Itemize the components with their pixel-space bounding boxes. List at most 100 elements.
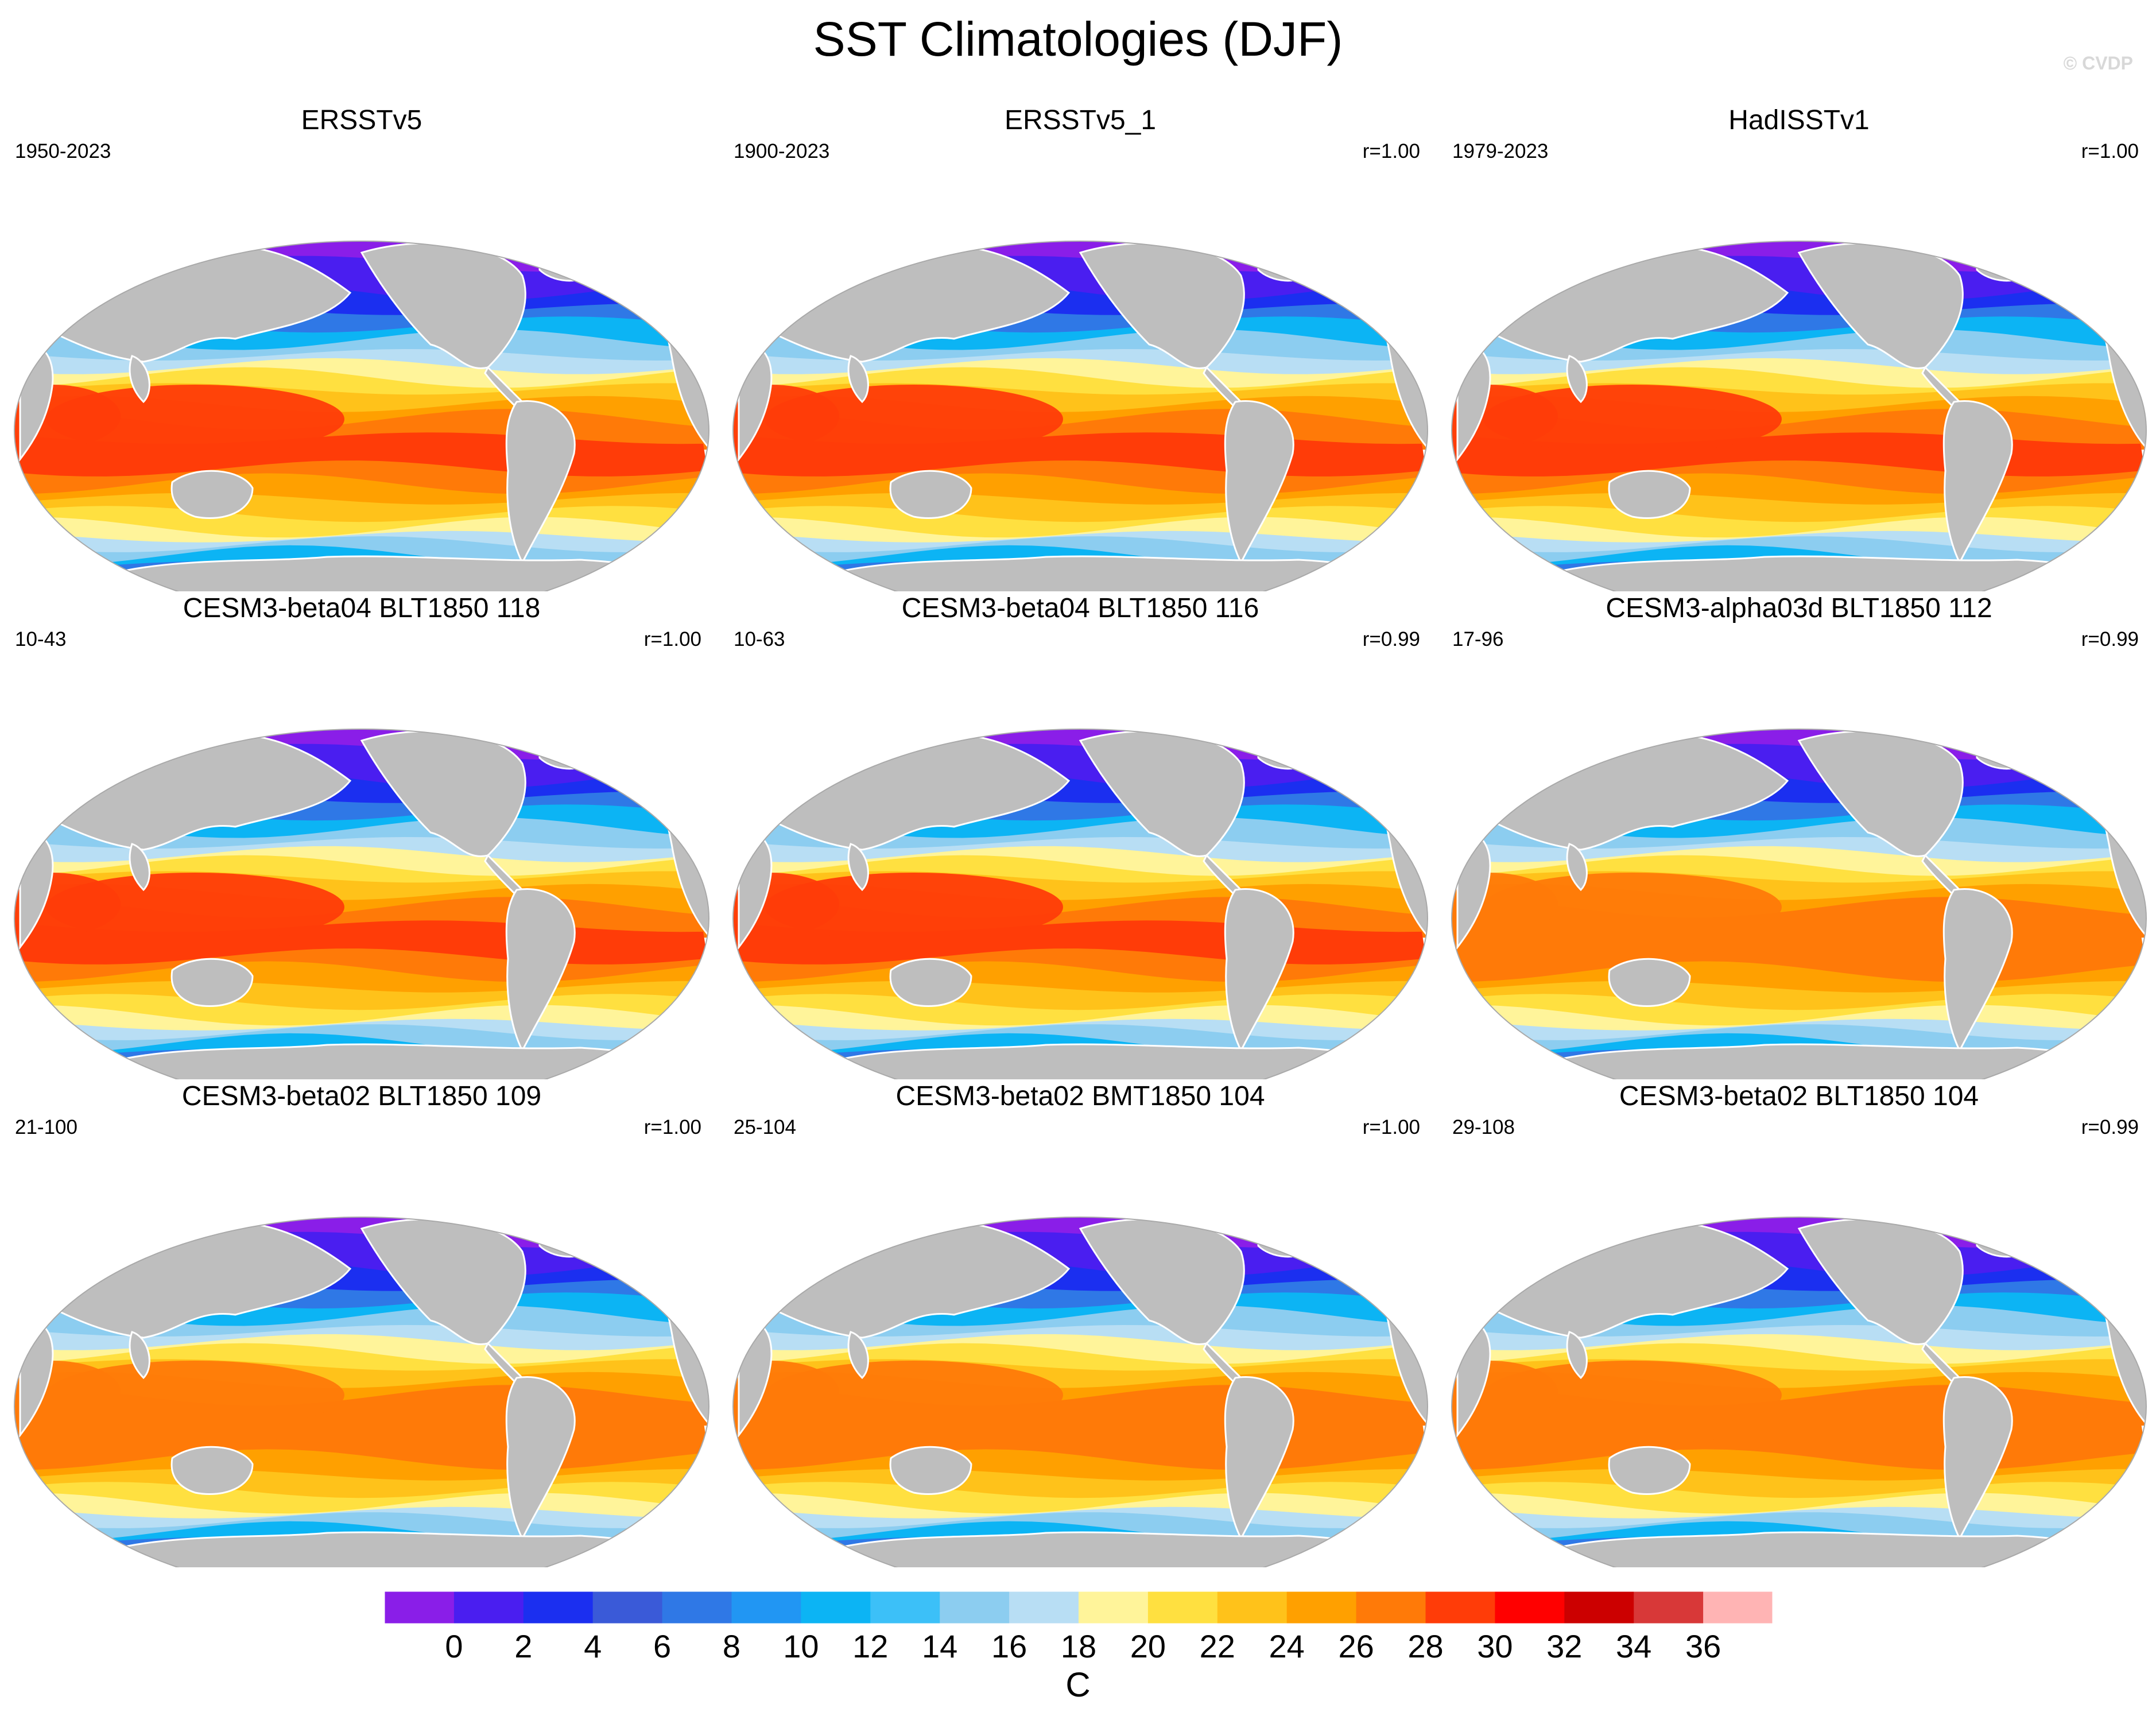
colorbar-tick-label: 10 bbox=[783, 1628, 819, 1664]
colorbar-tick-label: 20 bbox=[1130, 1628, 1166, 1664]
watermark: © CVDP bbox=[2063, 53, 2133, 73]
map-panel: CESM3-beta04 BLT1850 116 10-63 r=0.99 bbox=[724, 591, 1436, 1079]
land-mass bbox=[538, 732, 599, 770]
land-mass bbox=[889, 1446, 972, 1496]
map-outline bbox=[732, 241, 1428, 591]
land-mass bbox=[1545, 555, 2133, 591]
colorbar-swatch bbox=[731, 1591, 801, 1624]
land-mass bbox=[1608, 1446, 1691, 1496]
land-mass bbox=[505, 1376, 576, 1541]
sst-field bbox=[14, 241, 709, 591]
land-mass bbox=[129, 355, 150, 404]
land-mass bbox=[108, 1043, 696, 1079]
panel-title: CESM3-beta04 BLT1850 118 bbox=[183, 593, 541, 623]
map-panel: CESM3-alpha03d BLT1850 112 17-96 r=0.99 bbox=[1443, 591, 2155, 1079]
land-mass bbox=[847, 355, 869, 404]
panel-period: 1950-2023 bbox=[15, 140, 111, 162]
sst-field bbox=[733, 1217, 1428, 1567]
colorbar-tick-label: 4 bbox=[584, 1628, 602, 1664]
land-mass bbox=[1257, 1220, 1317, 1258]
land-mass bbox=[108, 555, 696, 591]
map-plot bbox=[732, 729, 1428, 1079]
land-mass bbox=[1976, 244, 2036, 282]
colorbar-tick-label: 2 bbox=[514, 1628, 533, 1664]
map-outline bbox=[1451, 729, 2147, 1079]
map-outline bbox=[1451, 241, 2147, 591]
sst-field bbox=[733, 729, 1428, 1079]
land-mass bbox=[1545, 1531, 2133, 1567]
land-mass bbox=[1566, 1331, 1588, 1380]
land-mass bbox=[1257, 732, 1317, 770]
map-panel: CESM3-beta04 BLT1850 118 10-43 r=1.00 bbox=[6, 591, 718, 1079]
map-plot bbox=[14, 241, 709, 591]
colorbar-swatch bbox=[940, 1591, 1010, 1624]
land-mass bbox=[1224, 400, 1294, 565]
land-mass bbox=[1942, 400, 2013, 565]
land-mass bbox=[1257, 244, 1317, 282]
sst-field bbox=[14, 729, 709, 1079]
colorbar-tick-label: 16 bbox=[991, 1628, 1027, 1664]
panel-correlation: r=1.00 bbox=[643, 1116, 701, 1138]
map-outline bbox=[14, 729, 709, 1079]
land-mass bbox=[1608, 470, 1691, 520]
colorbar-swatch bbox=[662, 1591, 732, 1624]
colorbar-swatch bbox=[1286, 1591, 1357, 1624]
colorbar-tick-label: 28 bbox=[1407, 1628, 1444, 1664]
land-mass bbox=[1608, 958, 1691, 1008]
land-mass bbox=[827, 1531, 1414, 1567]
colorbar-swatch bbox=[801, 1591, 871, 1624]
map-plot bbox=[14, 1217, 709, 1567]
land-mass bbox=[1224, 888, 1294, 1053]
colorbar-tick-label: 14 bbox=[922, 1628, 958, 1664]
panel-correlation: r=1.00 bbox=[1362, 1116, 1420, 1138]
map-plot bbox=[732, 1217, 1428, 1567]
panel-title: ERSSTv5 bbox=[301, 105, 422, 135]
map-outline bbox=[14, 1217, 709, 1567]
land-mass bbox=[170, 958, 254, 1008]
colorbar-swatch bbox=[385, 1591, 455, 1624]
land-mass bbox=[1566, 843, 1588, 892]
panel-period: 1979-2023 bbox=[1452, 140, 1549, 162]
map-plot bbox=[1451, 241, 2147, 591]
land-mass bbox=[505, 400, 576, 565]
sst-field bbox=[1452, 729, 2146, 1079]
land-mass bbox=[1942, 888, 2013, 1053]
panel-title: CESM3-beta02 BMT1850 104 bbox=[895, 1081, 1265, 1111]
sst-field bbox=[733, 241, 1428, 591]
panel-correlation: r=1.00 bbox=[2081, 140, 2139, 162]
colorbar-swatch bbox=[1079, 1591, 1149, 1624]
land-mass bbox=[1976, 732, 2036, 770]
colorbar-swatch bbox=[1147, 1591, 1218, 1624]
land-mass bbox=[889, 470, 972, 520]
land-mass bbox=[1976, 1220, 2036, 1258]
panel-period: 1900-2023 bbox=[734, 140, 830, 162]
panel-correlation: r=1.00 bbox=[1362, 140, 1420, 162]
land-mass bbox=[108, 1531, 696, 1567]
colorbar-tick-label: 0 bbox=[445, 1628, 463, 1664]
panel-correlation: r=1.00 bbox=[643, 628, 701, 650]
panel-period: 21-100 bbox=[15, 1116, 77, 1138]
land-mass bbox=[827, 1043, 1414, 1079]
panel-correlation: r=0.99 bbox=[2081, 628, 2139, 650]
land-mass bbox=[847, 843, 869, 892]
map-panel: CESM3-beta02 BMT1850 104 25-104 r=1.00 bbox=[724, 1079, 1436, 1567]
panel-title: CESM3-beta02 BLT1850 109 bbox=[181, 1081, 542, 1111]
colorbar-tick-label: 12 bbox=[852, 1628, 889, 1664]
land-mass bbox=[170, 1446, 254, 1496]
land-mass bbox=[827, 555, 1414, 591]
map-panel: ERSSTv5_1 1900-2023 r=1.00 bbox=[724, 103, 1436, 591]
colorbar-tick-label: 26 bbox=[1338, 1628, 1374, 1664]
panel-title: CESM3-beta04 BLT1850 116 bbox=[901, 593, 1259, 623]
colorbar-tick-label: 6 bbox=[653, 1628, 672, 1664]
colorbar-swatch bbox=[1425, 1591, 1495, 1624]
map-outline bbox=[1451, 1217, 2147, 1567]
land-mass bbox=[505, 888, 576, 1053]
panel-title: ERSSTv5_1 bbox=[1004, 105, 1157, 135]
panel-period: 29-108 bbox=[1452, 1116, 1515, 1138]
map-outline bbox=[732, 1217, 1428, 1567]
land-mass bbox=[129, 1331, 150, 1380]
panel-period: 25-104 bbox=[734, 1116, 796, 1138]
map-outline bbox=[732, 729, 1428, 1079]
colorbar-tick-label: 8 bbox=[722, 1628, 741, 1664]
